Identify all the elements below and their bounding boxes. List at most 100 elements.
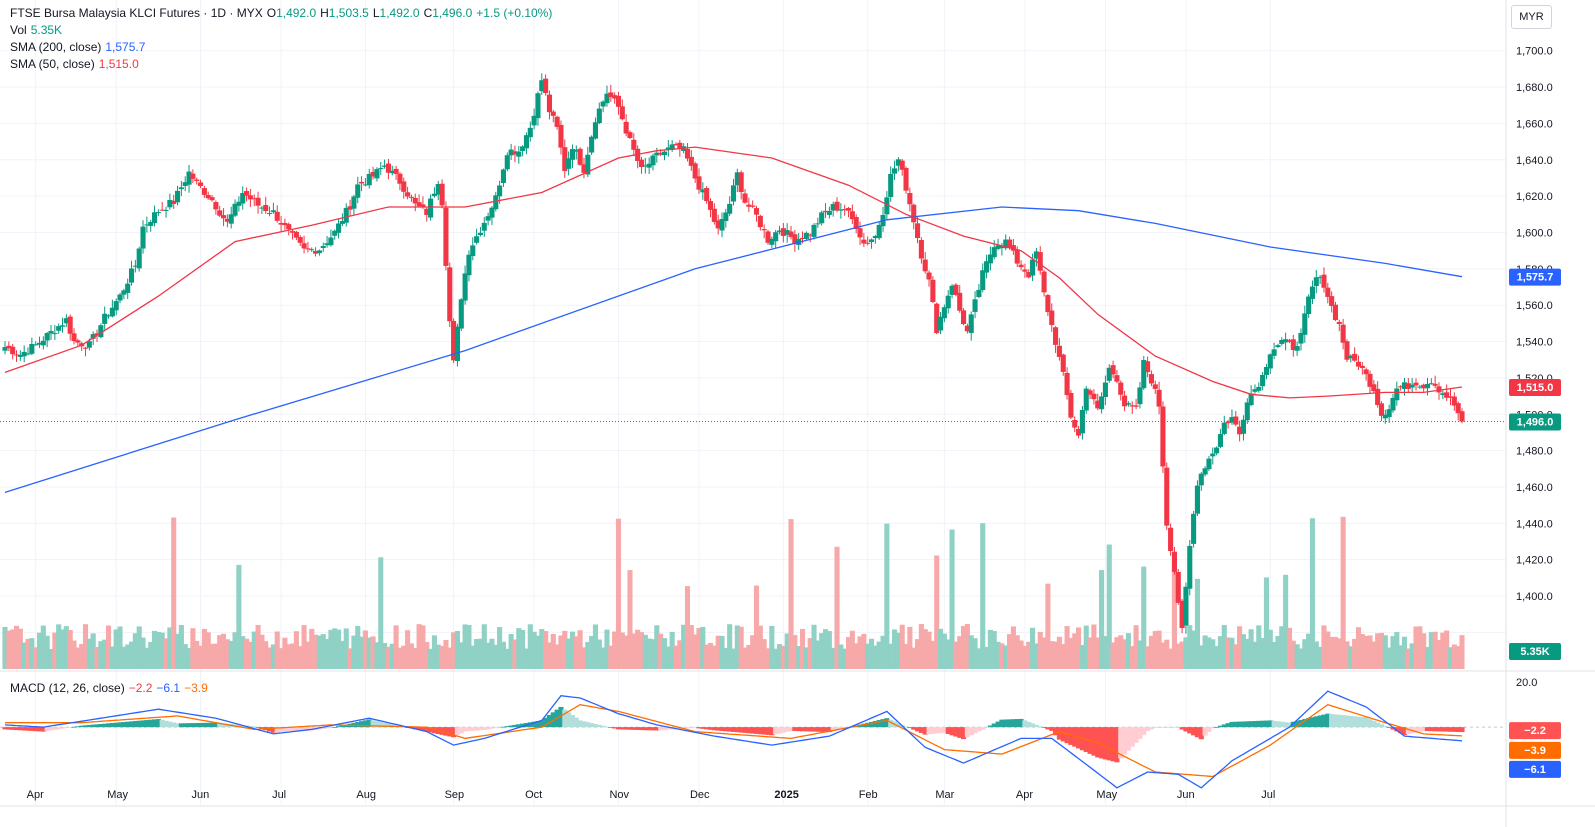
volume-bar — [489, 638, 495, 669]
volume-bar — [221, 633, 227, 669]
volume-bar — [1114, 637, 1120, 669]
sma50-legend[interactable]: SMA (50, close) 1,515.0 — [10, 57, 143, 71]
candle-body — [612, 95, 618, 99]
candle-body — [251, 198, 257, 200]
macd-histogram-bar — [105, 723, 112, 728]
candle-body — [581, 164, 587, 173]
macd-histogram-bar — [67, 727, 73, 728]
macd-histogram-bar — [1160, 727, 1166, 728]
volume-bar — [128, 641, 135, 669]
macd-legend[interactable]: MACD (12, 26, close) −2.2 −6.1 −3.9 — [10, 681, 212, 695]
candle-body — [520, 146, 526, 152]
candle-body — [1003, 239, 1009, 249]
volume-bar — [339, 640, 345, 669]
candle-body — [1344, 341, 1350, 360]
macd-histogram-bar — [792, 727, 798, 732]
volume-bar — [1037, 631, 1043, 669]
volume-bar — [554, 644, 560, 669]
macd-histogram-bar — [481, 727, 487, 730]
macd-histogram-bar — [1068, 727, 1074, 745]
candle-body — [1459, 411, 1465, 422]
volume-bar — [1102, 636, 1108, 669]
candle-body — [466, 254, 472, 276]
time-tick-label: Sep — [445, 789, 465, 801]
macd-histogram-bar — [945, 727, 951, 735]
macd-histogram-bar — [447, 727, 453, 737]
time-tick-label: Oct — [525, 789, 542, 801]
candle-body — [1386, 409, 1392, 418]
volume-bar — [623, 635, 629, 669]
candle-body — [428, 198, 434, 218]
price-tick-label: 1,660.0 — [1516, 118, 1553, 130]
volume-bar — [941, 633, 947, 669]
candle-body — [815, 223, 821, 225]
candle-body — [573, 149, 579, 152]
price-tick-label: 1,420.0 — [1516, 555, 1553, 567]
currency-selector[interactable]: MYR — [1511, 5, 1552, 29]
volume-bar — [934, 555, 940, 669]
candle-body — [980, 270, 986, 291]
macd-histogram-bar — [497, 727, 503, 728]
volume-bar — [753, 585, 760, 669]
macd-histogram-bar — [589, 723, 595, 728]
candle-body — [477, 232, 483, 236]
macd-histogram-bar — [1451, 727, 1457, 732]
candle-body — [700, 189, 706, 193]
price-tick-label: 1,640.0 — [1516, 155, 1553, 167]
volume-bar — [355, 625, 361, 669]
sma200-legend[interactable]: SMA (200, close) 1,575.7 — [10, 40, 149, 54]
volume-bar — [995, 641, 1001, 669]
macd-histogram-bar — [52, 727, 58, 730]
candle-body — [738, 172, 744, 193]
macd-histogram-bar — [451, 727, 457, 738]
candle-body — [842, 209, 848, 211]
price-tick-label: 1,440.0 — [1516, 518, 1553, 530]
macd-pane — [0, 690, 1506, 789]
volume-legend[interactable]: Vol 5.35K — [10, 23, 66, 37]
candle-body — [313, 251, 319, 254]
candle-body — [523, 135, 530, 149]
macd-histogram-bar — [646, 727, 652, 731]
candle-body — [884, 197, 890, 215]
candle-body — [730, 185, 737, 202]
macd-histogram-bar — [957, 727, 963, 738]
candle-body — [577, 148, 583, 165]
volume-bar — [201, 628, 207, 669]
volume-bar — [240, 636, 246, 669]
candle-body — [673, 143, 679, 145]
volume-bar — [477, 638, 483, 669]
volume-bar — [589, 635, 595, 669]
volume-bar — [550, 633, 556, 669]
volume-bar — [109, 646, 115, 669]
volume-bar — [1329, 636, 1335, 669]
macd-histogram-bar — [48, 727, 54, 731]
macd-histogram-bar — [1056, 727, 1062, 740]
candle-body — [543, 78, 549, 94]
volume-bar — [711, 645, 717, 669]
candle-body — [1421, 384, 1427, 389]
volume-bar — [1244, 638, 1250, 669]
macd-histogram-bar — [566, 712, 572, 728]
volume-badge-bg — [1509, 643, 1561, 660]
candle-body — [1267, 354, 1273, 369]
volume-bar — [784, 633, 790, 669]
macd-histogram-bar — [765, 727, 771, 735]
macd-histogram-bar — [746, 727, 752, 734]
sma200-label: SMA (200, close) — [10, 40, 102, 54]
volume-bar — [1198, 645, 1204, 669]
volume-bar — [1378, 632, 1385, 669]
macd-histogram-bar — [1375, 722, 1381, 728]
candle-body — [646, 163, 652, 168]
candle-body — [56, 326, 62, 331]
candle-body — [757, 215, 763, 228]
volume-bar — [1137, 640, 1143, 669]
candle-body — [140, 226, 146, 249]
volume-bar — [6, 630, 12, 669]
candle-body — [961, 310, 967, 325]
volume-bar — [596, 639, 602, 669]
macd-histogram-bar — [665, 727, 671, 730]
macd-histogram-bar — [17, 727, 23, 731]
candle-body — [1033, 251, 1039, 259]
volume-bar — [612, 631, 618, 669]
